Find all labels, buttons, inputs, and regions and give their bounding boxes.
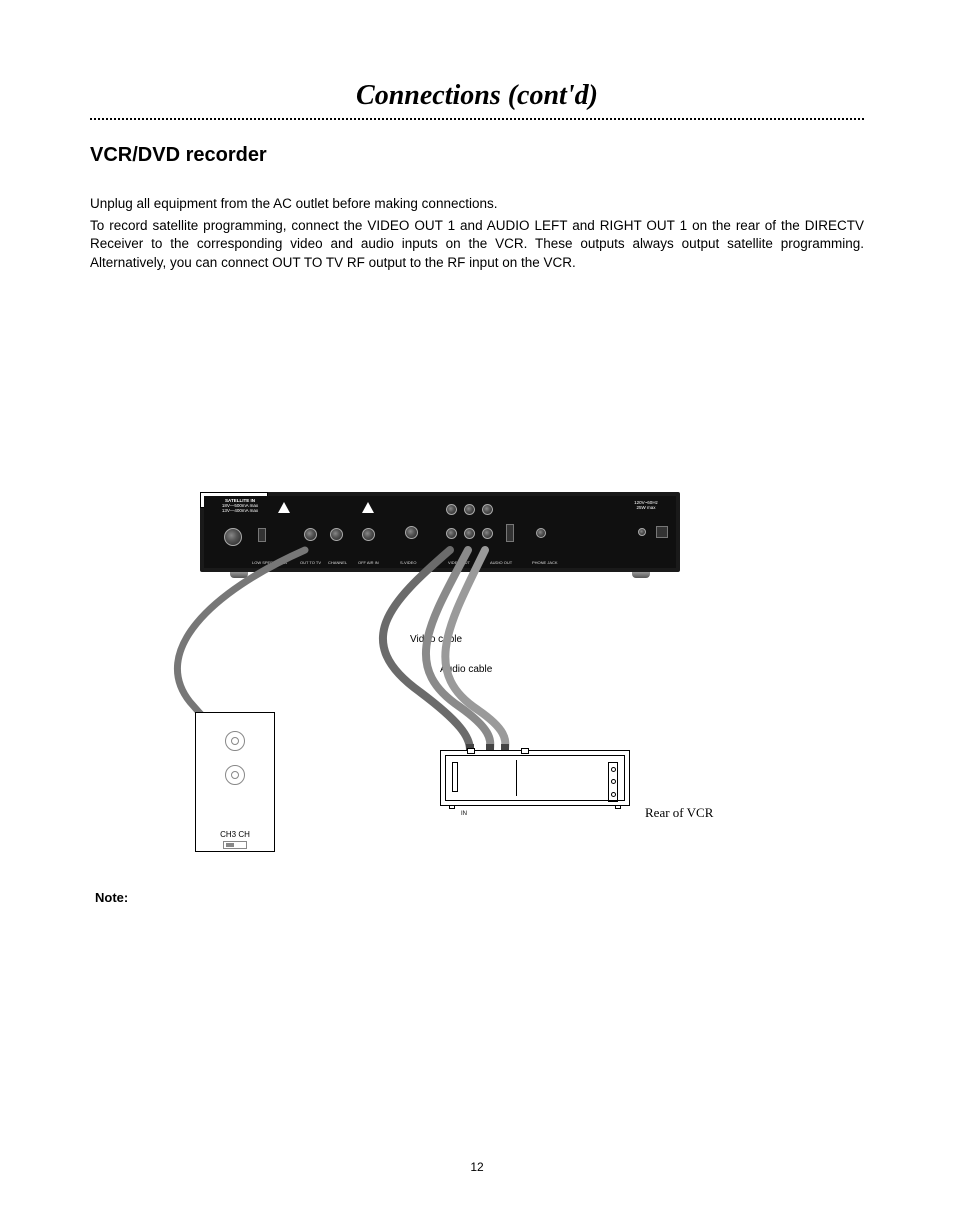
low-speed-label: LOW SPEED DATA	[252, 560, 287, 565]
section-heading: VCR/DVD recorder	[90, 144, 864, 167]
audio-cable-label: Audio cable	[440, 664, 492, 675]
paragraph-2: To record satellite programming, connect…	[90, 217, 864, 272]
vcr-rear: IN	[440, 750, 630, 806]
vcr-in-jack-2	[611, 779, 616, 784]
tv-channel-switch	[223, 841, 247, 849]
svideo-jack	[405, 526, 418, 539]
page-content: Connections (cont'd) VCR/DVD recorder Un…	[0, 0, 954, 1210]
audio-out-label: AUDIO OUT	[490, 560, 512, 565]
vcr-label-text: Rear of VCR	[645, 805, 713, 821]
video-out-1-jack	[446, 504, 457, 515]
caution-triangle-right-icon	[362, 502, 374, 513]
video-out-label: VIDEO OUT	[448, 560, 470, 565]
satellite-in-jack	[224, 528, 242, 546]
connection-diagram: SATELLITE IN 18V—500mA max 13V—400mA max…	[90, 492, 864, 1052]
audio-l-jack	[446, 528, 457, 539]
power-spec-label: 120V~60Hz 25W max	[626, 500, 666, 510]
title-divider	[90, 118, 864, 120]
phone-label: PHONE JACK	[532, 560, 558, 565]
audio-extra-jack	[482, 528, 493, 539]
vcr-divider	[516, 760, 517, 796]
receiver-bottom-labels: LOW SPEED DATA OUT TO TV CHANNEL OFF AIR…	[200, 560, 680, 570]
video-out-2-jack	[464, 504, 475, 515]
channel-jack	[330, 528, 343, 541]
vcr-input-jacks	[608, 762, 618, 802]
receiver-inner	[204, 496, 676, 568]
phone-jack	[536, 528, 546, 538]
video-out-3-jack	[482, 504, 493, 515]
page-number: 12	[0, 1160, 954, 1174]
audio-cable-path-1	[426, 550, 490, 750]
paragraph-1: Unplug all equipment from the AC outlet …	[90, 195, 864, 213]
power-jack	[638, 528, 646, 536]
vcr-in-caption: IN	[461, 811, 467, 817]
vcr-in-jack-1	[611, 767, 616, 772]
low-speed-data-port	[258, 528, 266, 542]
out-to-tv-label: OUT TO TV	[300, 560, 321, 565]
vcr-foot-right	[615, 805, 621, 809]
tv-channel-label: CH3 CH	[196, 830, 274, 839]
power-connector	[656, 526, 668, 538]
sat-sub2: 13V—400mA max	[214, 508, 266, 513]
receiver-foot-right	[632, 572, 650, 578]
video-cable-path	[383, 550, 470, 750]
tv-rf-box: CH3 CH	[195, 712, 275, 852]
caution-triangle-left-icon	[278, 502, 290, 513]
receiver-back-panel: SATELLITE IN 18V—500mA max 13V—400mA max…	[200, 492, 680, 572]
vcr-inner-frame	[445, 755, 625, 801]
satellite-in-label: SATELLITE IN 18V—500mA max 13V—400mA max	[214, 498, 266, 513]
out-to-tv-jack	[304, 528, 317, 541]
video-cable-label: Video cable	[410, 634, 462, 645]
tv-rf-jack-1	[225, 731, 245, 751]
note-label: Note:	[95, 890, 128, 905]
channel-label: CHANNEL	[328, 560, 347, 565]
vcr-top-slot-2	[521, 748, 529, 754]
vcr-foot-left	[449, 805, 455, 809]
page-title: Connections (cont'd)	[90, 80, 864, 112]
receiver-foot-left	[230, 572, 248, 578]
vcr-left-block	[452, 762, 458, 792]
audio-r-jack	[464, 528, 475, 539]
off-air-label: OFF AIR IN	[358, 560, 379, 565]
vcr-top-slot-1	[467, 748, 475, 754]
off-air-in-jack	[362, 528, 375, 541]
usb-port	[506, 524, 514, 542]
tv-rf-jack-2	[225, 765, 245, 785]
audio-cable-path-2	[445, 550, 505, 750]
vcr-in-jack-3	[611, 792, 616, 797]
svideo-label: S-VIDEO	[400, 560, 416, 565]
